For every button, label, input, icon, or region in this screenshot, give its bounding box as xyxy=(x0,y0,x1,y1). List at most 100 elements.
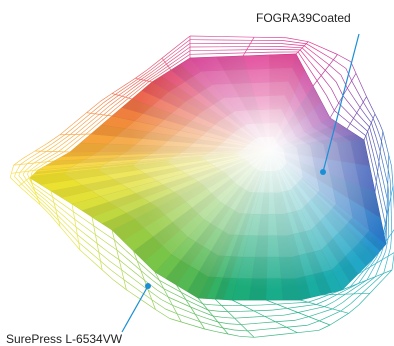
outer-gamut-ring-segment xyxy=(95,234,106,243)
outer-gamut-ring-segment xyxy=(249,315,265,318)
outer-gamut-ring-segment xyxy=(356,112,364,121)
outer-gamut-ring-segment xyxy=(372,118,378,130)
outer-gamut-ring-segment xyxy=(164,52,178,63)
outer-gamut-ring-segment xyxy=(75,226,87,236)
outer-gamut-ring-segment xyxy=(134,279,149,291)
outer-gamut-ring-segment xyxy=(360,124,368,132)
outer-gamut-ring-segment xyxy=(126,289,142,300)
outer-gamut-ring-segment xyxy=(340,303,351,312)
outer-gamut-ring-segment xyxy=(254,334,276,338)
outer-gamut-ring-segment xyxy=(264,314,284,317)
outer-gamut-ring-segment xyxy=(165,308,178,314)
outer-gamut-ring-segment xyxy=(355,73,362,86)
outer-gamut-ring-segment xyxy=(375,268,380,277)
outer-gamut-ring-segment xyxy=(364,276,376,286)
outer-gamut-ring-segment xyxy=(110,95,123,105)
outer-gamut-ring-segment xyxy=(28,166,36,172)
outer-gamut-ring-segment xyxy=(275,48,301,51)
outer-gamut-ring-segment xyxy=(69,134,81,144)
outer-gamut-ring-segment xyxy=(370,158,377,182)
outer-gamut-ring-segment xyxy=(381,251,386,260)
outer-gamut-ring-segment xyxy=(345,110,354,119)
outer-gamut-spoke xyxy=(13,160,55,166)
outer-gamut-ring-segment xyxy=(379,151,385,169)
outer-gamut-ring-segment xyxy=(372,151,378,172)
outer-gamut-ring-segment xyxy=(222,327,235,331)
outer-gamut-ring-segment xyxy=(306,43,321,53)
outer-gamut-ring-segment xyxy=(369,258,377,268)
outer-gamut-ring-segment xyxy=(65,217,77,228)
outer-gamut-ring-segment xyxy=(74,133,87,144)
outer-gamut-ring-segment xyxy=(324,300,335,307)
outer-gamut-ring-segment xyxy=(29,191,39,201)
outer-gamut-ring-segment xyxy=(20,157,30,165)
outer-gamut-ring-segment xyxy=(390,232,393,248)
outer-gamut-ring-segment xyxy=(378,122,384,132)
outer-gamut-ring-segment xyxy=(125,250,138,262)
outer-gamut-ring-segment xyxy=(29,195,41,205)
outer-gamut-ring-segment xyxy=(140,71,153,80)
outer-gamut-ring-segment xyxy=(79,249,92,261)
outer-gamut-ring-segment xyxy=(24,167,30,172)
outer-gamut-ring-segment xyxy=(103,94,116,103)
outer-gamut-spoke xyxy=(363,113,376,141)
outer-gamut-ring-segment xyxy=(62,204,74,212)
outer-gamut-ring-segment xyxy=(247,328,268,332)
outer-gamut-ring-segment xyxy=(47,156,56,162)
outer-gamut-ring-segment xyxy=(199,321,212,326)
outer-gamut-ring-segment xyxy=(34,143,48,152)
outer-gamut-ring-segment xyxy=(159,67,170,76)
outer-gamut-ring-segment xyxy=(353,97,361,108)
outer-gamut-ring-segment xyxy=(137,70,151,80)
outer-gamut-ring-segment xyxy=(126,78,139,87)
outer-gamut-ring-segment xyxy=(391,166,394,187)
outer-gamut-ring-segment xyxy=(334,293,346,302)
outer-gamut-ring-segment xyxy=(217,310,229,313)
outer-gamut-ring-segment xyxy=(48,209,59,221)
outer-gamut-ring-segment xyxy=(154,63,167,73)
outer-gamut-ring-segment xyxy=(18,185,30,196)
outer-gamut-ring-segment xyxy=(114,239,127,251)
outer-gamut-ring-segment xyxy=(380,269,393,282)
outer-gamut-ring-segment xyxy=(374,113,380,123)
outer-gamut-ring-segment xyxy=(86,234,98,244)
outer-gamut-ring-segment xyxy=(58,142,70,152)
outer-gamut-ring-segment xyxy=(10,169,13,174)
outer-gamut-ring-segment xyxy=(244,51,273,54)
outer-gamut-ring-segment xyxy=(63,142,76,153)
outer-gamut-ring-segment xyxy=(23,181,31,190)
inner-gamut-label: FOGRA39Coated xyxy=(256,11,351,25)
outer-gamut-ring-segment xyxy=(308,312,321,317)
outer-gamut-spoke xyxy=(11,169,39,174)
outer-gamut-ring-segment xyxy=(375,181,382,206)
outer-gamut-ring-segment xyxy=(15,168,19,173)
outer-gamut-ring-segment xyxy=(333,59,347,69)
outer-gamut-ring-segment xyxy=(313,58,326,71)
outer-gamut-ring-segment xyxy=(84,226,96,235)
outer-gamut-ring-segment xyxy=(253,309,273,312)
outer-gamut-ring-segment xyxy=(387,169,391,180)
outer-gamut-ring-segment xyxy=(14,176,22,185)
outer-gamut-ring-segment xyxy=(53,202,65,212)
outer-gamut-ring-segment xyxy=(176,313,189,318)
outer-gamut-ring-segment xyxy=(359,107,367,116)
outer-gamut-ring-segment xyxy=(149,74,160,82)
outer-gamut-ring-segment xyxy=(140,270,153,281)
outer-gamut-ring-segment xyxy=(155,309,170,319)
outer-gamut-ring-segment xyxy=(370,105,376,115)
outer-gamut-ring-segment xyxy=(14,172,17,177)
outer-gamut-ring-segment xyxy=(318,294,330,300)
outer-gamut-ring-segment xyxy=(324,70,337,83)
outer-gamut-ring-segment xyxy=(118,97,129,107)
outer-gamut-ring-segment xyxy=(96,243,108,252)
outer-gamut-ring-segment xyxy=(239,335,255,338)
outer-gamut-spoke xyxy=(133,250,156,310)
outer-gamut-ring-segment xyxy=(22,150,36,159)
outer-gamut-ring-segment xyxy=(176,39,191,51)
outer-gamut-ring-segment xyxy=(345,286,357,295)
outer-gamut-ring-segment xyxy=(330,88,339,104)
outer-gamut-ring-segment xyxy=(73,211,84,220)
outer-gamut-ring-segment xyxy=(216,331,229,335)
outer-gamut-ring-segment xyxy=(52,196,64,205)
outer-gamut-ring-segment xyxy=(227,333,240,337)
